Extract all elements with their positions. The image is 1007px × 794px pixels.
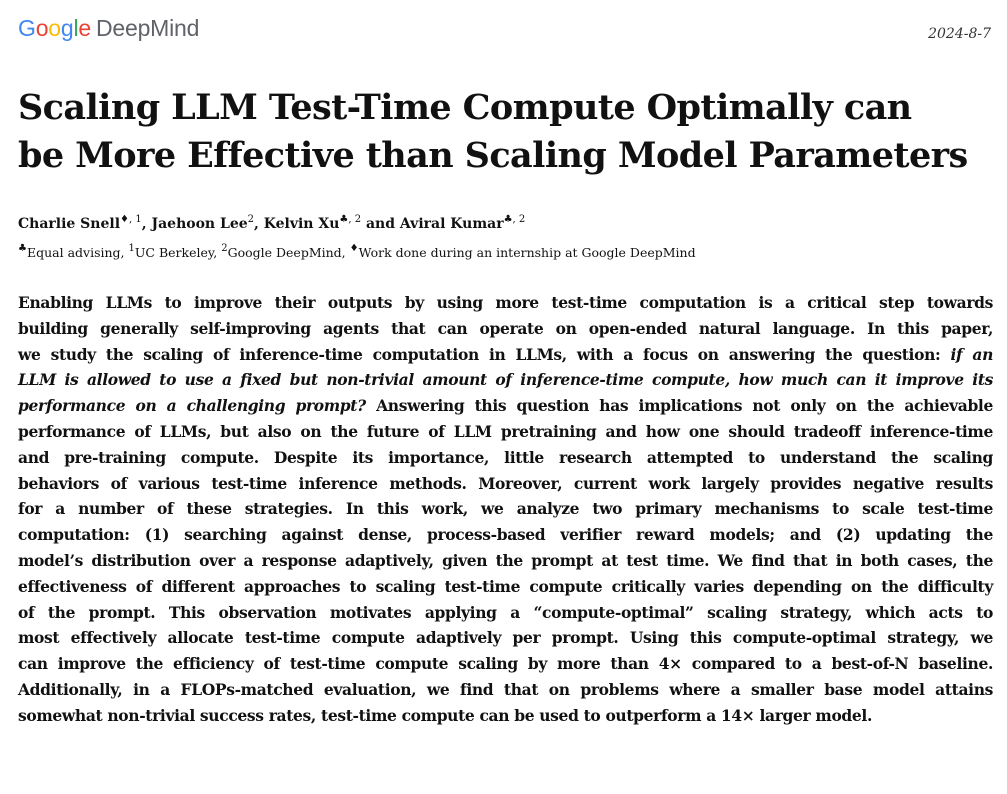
- title-line: Scaling LLM Test-Time Compute Optimally …: [18, 87, 912, 128]
- author-separator: ,: [254, 216, 264, 232]
- author-marks: 2: [247, 214, 255, 225]
- abstract-text: can improve the efficiency of test-time …: [18, 654, 993, 674]
- author-list: Charlie Snell♦, 1, Jaehoon Lee2, Kelvin …: [18, 213, 525, 235]
- logo-letter: e: [78, 15, 91, 41]
- logo-letter: G: [18, 15, 36, 41]
- abstract-line: performance of LLMs, but also on the fut…: [18, 419, 993, 445]
- abstract-text: somewhat non-trivial success rates, test…: [18, 705, 873, 725]
- abstract-line: can improve the efficiency of test-time …: [18, 651, 993, 677]
- abstract-line: we study the scaling of inference-time c…: [18, 342, 993, 368]
- abstract-text: building generally self-improving agents…: [18, 318, 993, 338]
- abstract-text: computation: (1) searching against dense…: [18, 525, 993, 545]
- paper-title: Scaling LLM Test-Time Compute Optimally …: [18, 84, 993, 180]
- abstract-line: LLM is allowed to use a fixed but non-tr…: [18, 367, 993, 393]
- affiliation-mark: ♦: [349, 243, 359, 254]
- abstract-line: and pre-training compute. Despite its im…: [18, 445, 993, 471]
- abstract-text: model’s distribution over a response ada…: [18, 550, 993, 570]
- logo-letter: g: [60, 15, 74, 41]
- abstract-text: Answering this question has implications…: [365, 396, 993, 416]
- abstract: Enabling LLMs to improve their outputs b…: [18, 290, 993, 729]
- affiliation-text: Google DeepMind,: [227, 245, 350, 260]
- author-name: Jaehoon Lee: [151, 216, 248, 232]
- google-deepmind-logo: Google DeepMind: [18, 14, 199, 42]
- abstract-line: computation: (1) searching against dense…: [18, 522, 993, 548]
- abstract-line: Additionally, in a FLOPs-matched evaluat…: [18, 677, 993, 703]
- author-marks: ♣, 2: [339, 214, 362, 225]
- abstract-line: most effectively allocate test-time comp…: [18, 625, 993, 651]
- author-separator: and: [361, 216, 400, 232]
- affiliation-mark: ♣: [18, 243, 27, 254]
- affiliation-text: UC Berkeley,: [134, 245, 222, 260]
- abstract-line: performance on a challenging prompt? Ans…: [18, 393, 993, 419]
- abstract-emphasis: if an: [950, 344, 994, 364]
- abstract-text: Additionally, in a FLOPs-matched evaluat…: [18, 679, 993, 699]
- abstract-text: performance of LLMs, but also on the fut…: [18, 421, 993, 441]
- affiliation-text: Work done during an internship at Google…: [358, 245, 696, 260]
- abstract-text: of the prompt. This observation motivate…: [18, 602, 993, 622]
- abstract-emphasis: LLM is allowed to use a fixed but non-tr…: [18, 370, 993, 390]
- abstract-emphasis: performance on a challenging prompt?: [18, 396, 366, 416]
- abstract-line: for a number of these strategies. In thi…: [18, 496, 993, 522]
- logo-letter: o: [35, 15, 49, 41]
- logo-letter: o: [48, 15, 61, 41]
- abstract-text: for a number of these strategies. In thi…: [18, 499, 993, 519]
- logo-letter: l: [73, 15, 79, 41]
- author-name: Kelvin Xu: [263, 216, 340, 232]
- logo-suffix: DeepMind: [96, 15, 200, 41]
- abstract-text: effectiveness of different approaches to…: [18, 576, 993, 596]
- author-marks: ♣, 2: [503, 214, 526, 225]
- abstract-line: model’s distribution over a response ada…: [18, 548, 993, 574]
- abstract-line: effectiveness of different approaches to…: [18, 574, 993, 600]
- title-line: be More Effective than Scaling Model Par…: [18, 135, 968, 176]
- abstract-text: most effectively allocate test-time comp…: [18, 628, 993, 648]
- abstract-text: behaviors of various test-time inference…: [18, 473, 993, 493]
- abstract-line: building generally self-improving agents…: [18, 316, 993, 342]
- abstract-line: Enabling LLMs to improve their outputs b…: [18, 290, 993, 316]
- author-name: Aviral Kumar: [399, 216, 504, 232]
- author-name: Charlie Snell: [18, 216, 121, 232]
- abstract-line: somewhat non-trivial success rates, test…: [18, 703, 993, 729]
- affiliation-mark: 1: [128, 243, 135, 254]
- abstract-line: behaviors of various test-time inference…: [18, 471, 993, 497]
- abstract-line: of the prompt. This observation motivate…: [18, 600, 993, 626]
- affiliations: ♣Equal advising, 1UC Berkeley, 2Google D…: [18, 243, 696, 263]
- abstract-text: we study the scaling of inference-time c…: [18, 344, 951, 364]
- affiliation-mark: 2: [221, 243, 228, 254]
- publication-date: 2024-8-7: [928, 26, 991, 42]
- author-separator: ,: [141, 216, 152, 232]
- abstract-text: Enabling LLMs to improve their outputs b…: [18, 293, 993, 312]
- author-marks: ♦, 1: [120, 214, 142, 225]
- affiliation-text: Equal advising,: [26, 245, 129, 260]
- abstract-text: and pre-training compute. Despite its im…: [18, 447, 993, 467]
